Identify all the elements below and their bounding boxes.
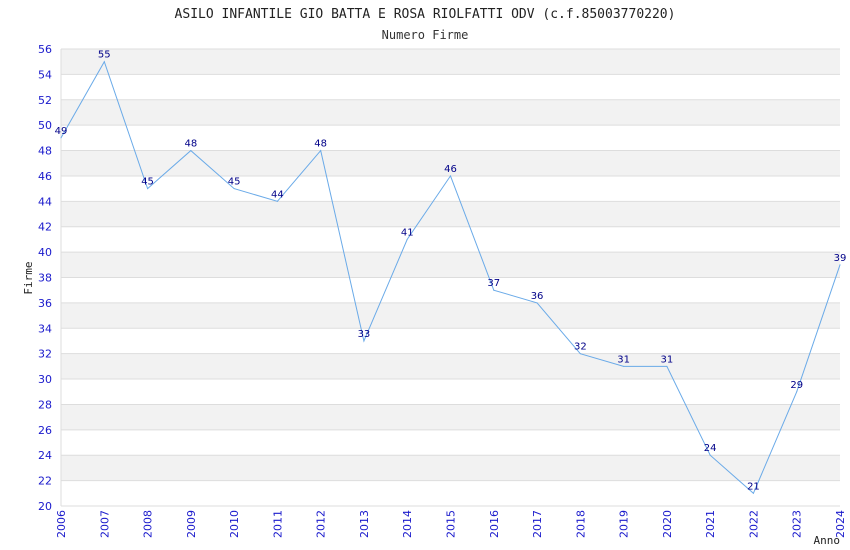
grid-lines	[60, 48, 840, 507]
y-tick-label: 52	[38, 94, 52, 107]
data-point	[796, 391, 798, 393]
plot-band	[61, 455, 840, 481]
y-axis-label: Firme	[22, 261, 35, 294]
x-tick-label: 2014	[401, 510, 414, 538]
y-tick-label: 44	[38, 195, 52, 208]
y-tick-label: 38	[38, 272, 52, 285]
plot-band	[61, 404, 840, 430]
x-axis-label: Anno	[814, 534, 841, 547]
x-tick-label: 2007	[98, 510, 111, 538]
plot-band	[61, 150, 840, 176]
x-tick-label: 2009	[185, 510, 198, 538]
data-point	[666, 365, 668, 367]
plot-band	[61, 49, 840, 75]
data-label: 32	[574, 342, 587, 353]
data-point	[276, 200, 278, 202]
y-tick-label: 22	[38, 475, 52, 488]
y-axis-ticks: 20 22 24 26 28 30 32 34 36 38 40 42 44 46 48 50 52 54 56	[38, 43, 52, 513]
data-point	[579, 353, 581, 355]
plot-band	[61, 201, 840, 227]
y-tick-label: 30	[38, 373, 52, 386]
data-label: 48	[314, 139, 327, 150]
x-tick-label: 2017	[531, 510, 544, 538]
chart-title: ASILO INFANTILE GIO BATTA E ROSA RIOLFAT…	[175, 7, 676, 22]
x-tick-label: 2013	[358, 510, 371, 538]
data-point	[233, 188, 235, 190]
data-label: 29	[790, 380, 803, 391]
x-tick-label: 2010	[228, 510, 241, 538]
y-tick-label: 50	[38, 119, 52, 132]
y-tick-label: 32	[38, 348, 52, 361]
x-tick-label: 2023	[791, 510, 804, 538]
data-label: 37	[487, 278, 500, 289]
data-point	[147, 188, 149, 190]
y-tick-label: 26	[38, 424, 52, 437]
data-point	[536, 302, 538, 304]
data-label: 49	[55, 126, 68, 137]
data-label: 21	[747, 481, 760, 492]
data-point	[450, 175, 451, 177]
plot-band	[61, 302, 840, 329]
data-label: 45	[228, 177, 241, 188]
x-tick-label: 2011	[271, 510, 284, 538]
data-label: 46	[444, 164, 457, 175]
y-tick-label: 54	[38, 68, 52, 81]
y-tick-label: 48	[38, 145, 52, 158]
y-tick-label: 34	[38, 322, 52, 335]
x-tick-label: 2018	[574, 510, 587, 538]
x-tick-label: 2022	[747, 510, 760, 538]
y-tick-label: 42	[38, 221, 52, 234]
y-tick-label: 28	[38, 398, 52, 411]
x-tick-label: 2021	[704, 510, 717, 538]
data-label: 31	[617, 354, 630, 365]
data-label: 36	[531, 291, 544, 302]
x-tick-label: 2015	[445, 510, 458, 538]
data-point	[493, 289, 495, 291]
x-tick-label: 2006	[55, 510, 68, 538]
data-label: 48	[184, 139, 197, 150]
y-tick-label: 40	[38, 246, 52, 259]
data-point	[60, 137, 62, 139]
data-point	[752, 492, 754, 494]
data-point	[623, 365, 625, 367]
data-point	[320, 150, 322, 152]
data-label: 24	[704, 443, 717, 454]
data-point	[190, 150, 192, 152]
data-label: 39	[834, 253, 847, 264]
x-tick-label: 2020	[661, 510, 674, 538]
x-tick-label: 2016	[488, 510, 501, 538]
data-label: 31	[661, 354, 674, 365]
y-tick-label: 36	[38, 297, 52, 310]
data-label: 45	[141, 177, 154, 188]
x-tick-label: 2012	[315, 510, 328, 538]
x-tick-label: 2024	[834, 510, 847, 538]
data-point	[406, 238, 408, 240]
data-point	[363, 340, 365, 342]
chart-subtitle: Numero Firme	[382, 28, 469, 42]
data-point	[709, 454, 711, 456]
plot-band	[61, 353, 840, 380]
x-axis-ticks: 2006 2007 2008 2009 2010 2011 2012 2013 2014 2015…	[55, 510, 847, 538]
data-label: 44	[271, 189, 284, 200]
data-labels: 49 55 45 48 45 44 48 33 41 46 37 36 32 31 31 24 21 29 39	[55, 50, 847, 494]
data-point	[839, 264, 841, 266]
data-label: 33	[358, 329, 371, 340]
x-tick-label: 2019	[618, 510, 631, 538]
y-tick-label: 24	[38, 449, 52, 462]
plot-band	[61, 252, 840, 278]
data-label: 41	[401, 227, 414, 238]
y-tick-label: 20	[38, 500, 52, 513]
x-tick-label: 2008	[142, 510, 155, 538]
data-label: 55	[98, 50, 111, 61]
y-tick-label: 56	[38, 43, 52, 56]
y-tick-label: 46	[38, 170, 52, 183]
plot-band	[61, 99, 840, 126]
plot-bands	[61, 49, 840, 481]
data-point	[103, 61, 105, 63]
